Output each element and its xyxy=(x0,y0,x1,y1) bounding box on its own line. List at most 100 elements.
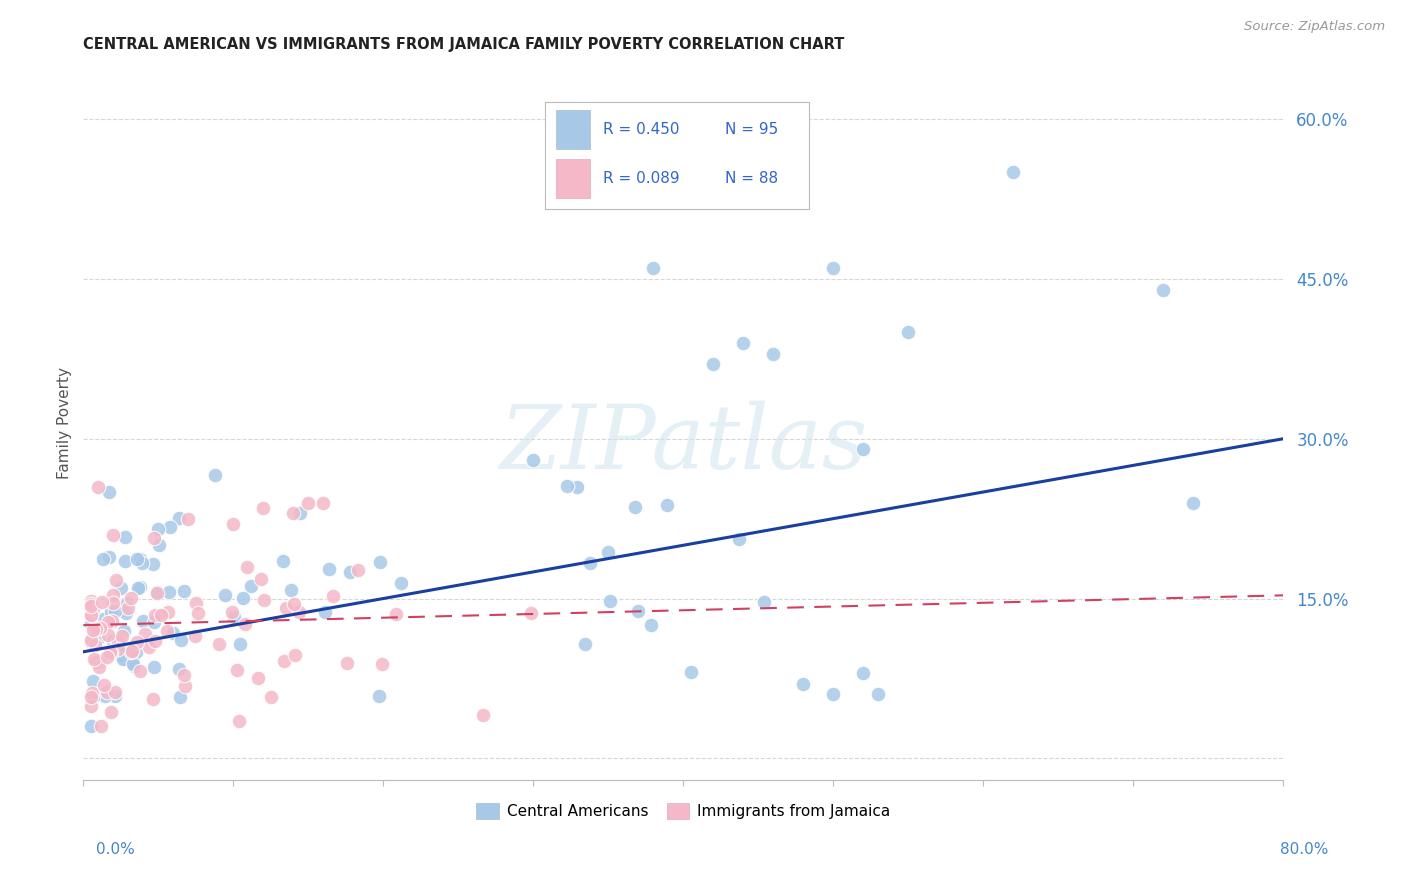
Point xyxy=(97,615,120,629)
Point xyxy=(253,593,276,607)
Point xyxy=(368,689,391,703)
Point xyxy=(247,671,270,685)
Point xyxy=(280,582,302,597)
Point xyxy=(89,621,111,635)
Point xyxy=(681,665,703,679)
Point xyxy=(214,588,236,602)
Point xyxy=(627,604,650,618)
Legend: Central Americans, Immigrants from Jamaica: Central Americans, Immigrants from Jamai… xyxy=(470,797,897,825)
Point xyxy=(97,550,120,565)
Point xyxy=(173,583,195,598)
Point xyxy=(103,527,125,541)
Point xyxy=(260,690,283,704)
Point xyxy=(117,601,139,615)
Point xyxy=(762,346,785,360)
Point xyxy=(555,479,578,493)
Point xyxy=(107,634,129,648)
Point xyxy=(187,606,209,620)
Point xyxy=(84,639,107,653)
Point xyxy=(868,687,890,701)
Point xyxy=(733,335,755,350)
Point xyxy=(288,506,311,520)
Point xyxy=(115,606,138,620)
Point xyxy=(111,629,134,643)
Point xyxy=(138,640,160,654)
Point xyxy=(120,591,142,605)
Point xyxy=(347,562,370,576)
Point xyxy=(283,506,305,520)
Point xyxy=(89,660,111,674)
Point xyxy=(114,530,136,544)
Point xyxy=(145,584,167,599)
Point xyxy=(114,651,136,665)
Point xyxy=(100,705,122,719)
Point xyxy=(623,500,645,514)
Text: CENTRAL AMERICAN VS IMMIGRANTS FROM JAMAICA FAMILY POVERTY CORRELATION CHART: CENTRAL AMERICAN VS IMMIGRANTS FROM JAMA… xyxy=(83,37,845,53)
Point xyxy=(823,261,845,276)
Point xyxy=(101,588,124,602)
Point xyxy=(115,596,138,610)
Point xyxy=(657,499,679,513)
Point xyxy=(127,582,149,596)
Point xyxy=(107,641,129,656)
Point xyxy=(98,485,121,500)
Point xyxy=(134,626,156,640)
Point xyxy=(852,666,875,681)
Point xyxy=(82,686,104,700)
Point xyxy=(314,605,336,619)
Point xyxy=(142,692,165,706)
Point xyxy=(170,633,193,648)
Point xyxy=(565,480,588,494)
Point xyxy=(156,624,179,638)
Point xyxy=(276,600,298,615)
Point xyxy=(110,648,132,663)
Point xyxy=(121,644,143,658)
Point xyxy=(368,555,391,569)
Point xyxy=(173,668,195,682)
Point xyxy=(132,614,155,628)
Point xyxy=(754,595,776,609)
Point xyxy=(94,689,117,703)
Point xyxy=(80,699,103,714)
Point xyxy=(184,596,207,610)
Text: 0.0%: 0.0% xyxy=(96,842,135,856)
Point xyxy=(335,657,357,671)
Point xyxy=(131,556,153,570)
Point xyxy=(222,516,245,531)
Point xyxy=(897,325,920,339)
Point xyxy=(519,606,541,620)
Point xyxy=(579,556,602,570)
Point xyxy=(80,617,103,632)
Point xyxy=(100,615,122,630)
Point xyxy=(522,453,544,467)
Point xyxy=(169,662,191,676)
Point xyxy=(105,573,128,587)
Point xyxy=(240,579,263,593)
Point xyxy=(98,645,121,659)
Point xyxy=(110,581,132,595)
Point xyxy=(1152,283,1174,297)
Text: Source: ZipAtlas.com: Source: ZipAtlas.com xyxy=(1244,20,1385,33)
Point xyxy=(702,357,724,371)
Point xyxy=(82,690,104,705)
Point xyxy=(87,655,110,669)
Point xyxy=(643,261,665,276)
Point xyxy=(105,635,128,649)
Point xyxy=(121,654,143,668)
Point xyxy=(80,632,103,647)
Point xyxy=(287,605,309,619)
Point xyxy=(87,480,110,494)
Point xyxy=(727,533,749,547)
Point xyxy=(232,591,254,605)
Point xyxy=(339,565,361,579)
Point xyxy=(204,467,226,482)
Point xyxy=(101,615,124,629)
Point xyxy=(385,607,408,621)
Point xyxy=(114,553,136,567)
Point xyxy=(82,673,104,688)
Point xyxy=(235,617,257,632)
Point xyxy=(82,623,104,637)
Point xyxy=(124,659,146,673)
Point xyxy=(80,597,103,611)
Point xyxy=(149,607,172,622)
